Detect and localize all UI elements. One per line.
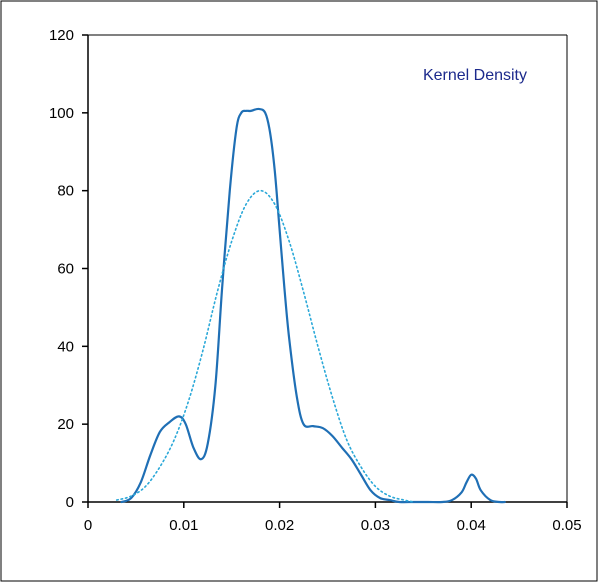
x-tick-label: 0.05 [552, 517, 581, 534]
y-tick-label: 80 [57, 183, 74, 200]
x-tick-label: 0.02 [265, 517, 294, 534]
y-axis-ticks: 0 20 40 60 80 100 120 [49, 27, 88, 511]
kernel-density-line [120, 107, 506, 504]
x-tick-label: 0.01 [169, 517, 198, 534]
chart-annotation: Kernel Density [423, 67, 527, 84]
y-tick-label: 40 [57, 338, 74, 355]
y-tick-label: 60 [57, 261, 74, 278]
x-tick-label: 0 [84, 517, 92, 534]
y-tick-label: 100 [49, 105, 74, 122]
x-axis-ticks: 0 0.01 0.02 0.03 0.04 0.05 [84, 502, 582, 534]
x-tick-label: 0.03 [361, 517, 390, 534]
series-layer [115, 107, 506, 504]
y-tick-label: 0 [66, 494, 74, 511]
x-tick-label: 0.04 [457, 517, 486, 534]
y-tick-label: 120 [49, 27, 74, 44]
y-tick-label: 20 [57, 416, 74, 433]
